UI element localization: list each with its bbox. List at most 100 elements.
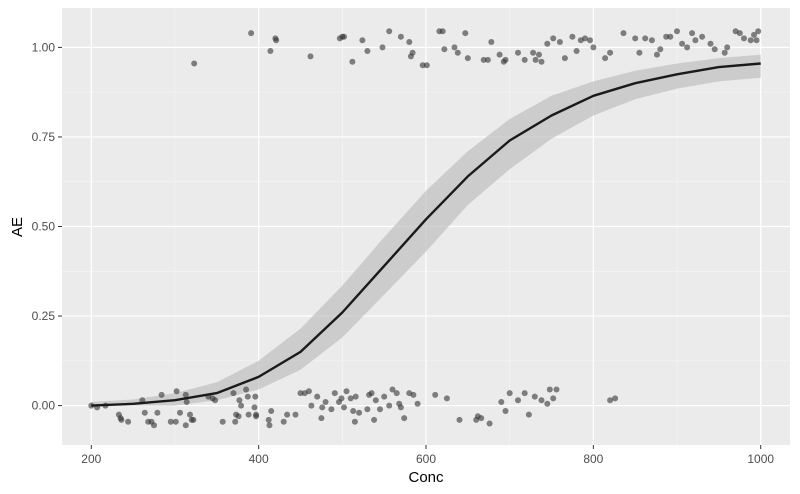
- data-point: [230, 390, 237, 397]
- data-point: [480, 56, 487, 63]
- data-point: [707, 40, 714, 47]
- data-point: [684, 44, 691, 51]
- data-point: [406, 39, 413, 45]
- data-point: [561, 55, 568, 62]
- y-tick-label: 1.00: [32, 40, 56, 54]
- data-point: [371, 416, 378, 423]
- data-point: [506, 390, 513, 397]
- data-point: [441, 46, 448, 53]
- data-point: [191, 60, 198, 67]
- data-point: [183, 399, 190, 405]
- data-point: [423, 62, 430, 69]
- data-point: [359, 37, 366, 44]
- data-point: [343, 388, 350, 395]
- data-point: [154, 409, 161, 416]
- data-point: [496, 51, 503, 58]
- data-point: [538, 58, 545, 65]
- data-point: [478, 415, 485, 422]
- data-point: [454, 49, 461, 56]
- data-point: [654, 51, 660, 58]
- data-point: [252, 393, 259, 400]
- data-point: [530, 49, 537, 56]
- x-tick-label: 200: [81, 452, 101, 466]
- data-point: [190, 416, 197, 423]
- data-point: [721, 49, 728, 56]
- data-point: [381, 393, 388, 400]
- data-point: [525, 411, 532, 418]
- data-point: [386, 402, 393, 409]
- data-point: [486, 420, 493, 427]
- data-point: [536, 51, 542, 58]
- data-point: [451, 44, 458, 51]
- data-point: [318, 415, 325, 422]
- data-point: [498, 399, 505, 405]
- data-point: [364, 48, 371, 54]
- data-point: [368, 390, 375, 397]
- data-point: [484, 56, 491, 63]
- data-point: [280, 418, 287, 425]
- data-point: [351, 418, 358, 425]
- data-point: [251, 404, 258, 411]
- data-point: [607, 49, 614, 56]
- data-point: [632, 35, 639, 42]
- data-point: [319, 404, 326, 411]
- data-point: [350, 408, 357, 414]
- data-point: [679, 40, 686, 47]
- data-point: [582, 35, 588, 42]
- fitted-curve: [91, 62, 761, 407]
- fitted-line: [91, 62, 761, 407]
- data-point: [462, 30, 469, 37]
- data-point: [341, 33, 347, 40]
- data-point: [538, 397, 545, 404]
- data-point: [389, 386, 396, 393]
- y-tick-label: 0.50: [32, 220, 56, 234]
- data-point: [253, 413, 260, 420]
- data-point: [544, 400, 551, 407]
- data-point: [674, 28, 680, 35]
- data-point: [372, 397, 379, 404]
- data-point: [236, 397, 243, 404]
- data-point: [141, 409, 148, 416]
- data-point: [550, 395, 557, 402]
- data-point: [267, 48, 274, 54]
- data-point: [266, 422, 273, 429]
- data-point: [464, 55, 471, 62]
- data-point: [657, 46, 664, 53]
- data-point: [397, 33, 404, 40]
- data-point: [502, 56, 509, 63]
- data-point: [292, 411, 299, 418]
- data-point: [397, 404, 404, 411]
- data-point: [245, 411, 252, 418]
- data-point: [172, 418, 179, 425]
- data-point: [556, 39, 563, 45]
- data-point: [352, 393, 359, 400]
- data-point: [521, 390, 528, 397]
- data-point: [636, 49, 643, 56]
- data-point: [521, 56, 528, 63]
- data-point: [550, 35, 557, 42]
- data-point: [401, 415, 408, 422]
- data-point: [248, 30, 255, 37]
- data-point: [177, 409, 183, 416]
- x-axis: 200 400 600 800 1000: [81, 445, 774, 466]
- data-point: [620, 30, 627, 37]
- data-point: [741, 35, 747, 42]
- data-point: [546, 386, 553, 393]
- data-point: [305, 388, 312, 395]
- data-point: [439, 28, 446, 35]
- data-point: [243, 386, 250, 393]
- data-point: [377, 406, 383, 413]
- data-point: [531, 393, 538, 400]
- data-point: [456, 416, 463, 423]
- data-point: [410, 391, 417, 398]
- data-point: [747, 37, 754, 44]
- data-point: [212, 397, 219, 404]
- data-point: [393, 390, 400, 397]
- data-point: [273, 37, 280, 44]
- confidence-band: [91, 54, 761, 406]
- data-point: [268, 408, 275, 414]
- data-point: [663, 33, 670, 40]
- data-point: [386, 28, 393, 35]
- data-point: [232, 418, 239, 425]
